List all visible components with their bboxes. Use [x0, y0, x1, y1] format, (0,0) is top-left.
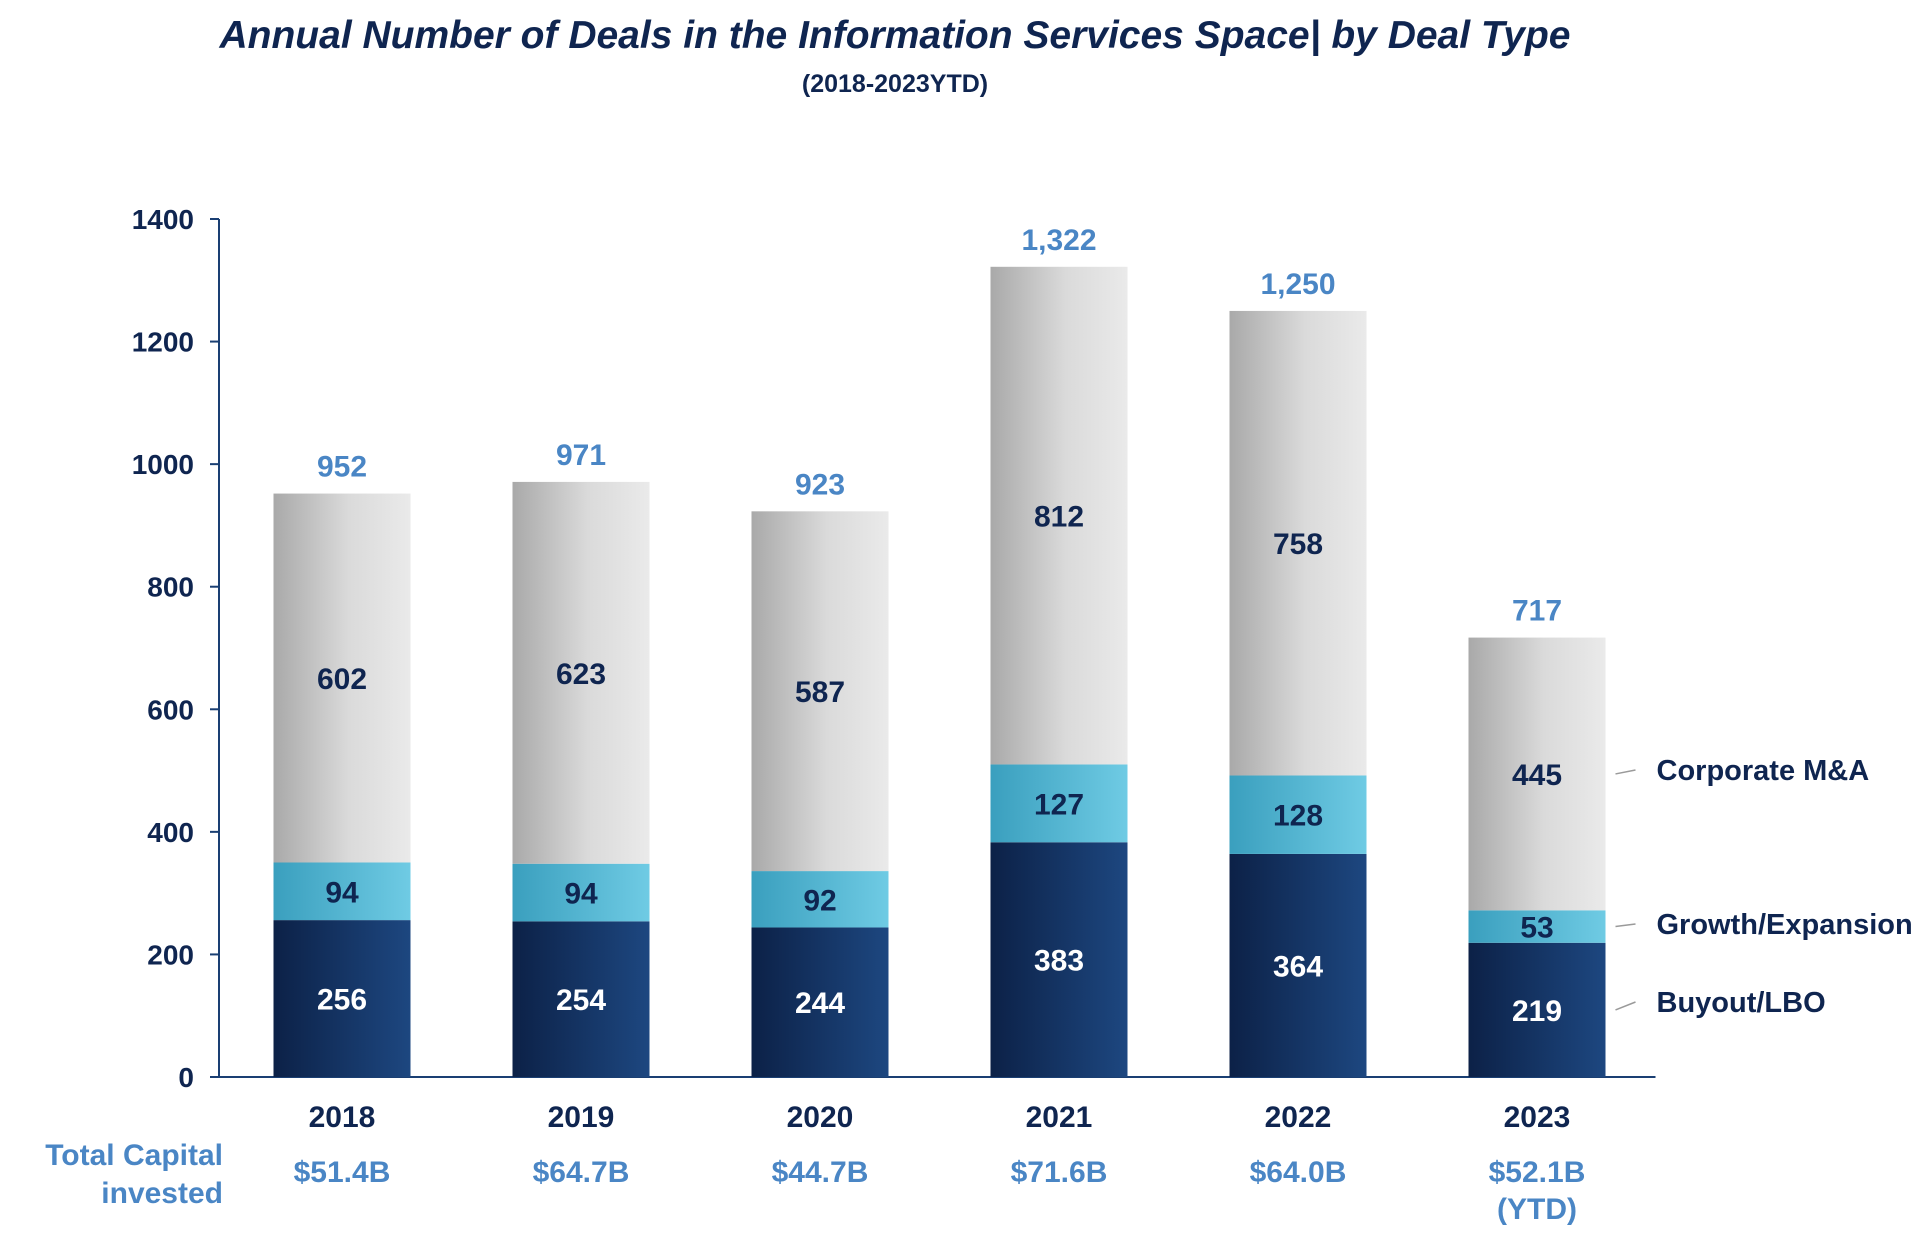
bar-segment: [512, 481, 650, 864]
total-label: 1,250: [1260, 268, 1335, 301]
chart-subtitle: (2018-2023YTD): [801, 70, 989, 98]
capital-row-label: invested: [101, 1177, 223, 1210]
bar-segment: [273, 862, 411, 921]
capital-value: $51.4B: [294, 1156, 391, 1189]
bar-segment: [990, 842, 1128, 1077]
data-label: 128: [1273, 800, 1323, 833]
total-label: 971: [556, 439, 606, 472]
legend-label: Corporate M&A: [1657, 755, 1870, 787]
legend-leader-line: [1615, 769, 1636, 775]
legend-leader-line: [1615, 923, 1636, 928]
bar-segment: [1229, 310, 1367, 776]
capital-row-label: Total Capital: [45, 1139, 223, 1172]
capital-value: $52.1B: [1489, 1156, 1586, 1189]
x-tick-label: 2022: [1265, 1101, 1332, 1134]
capital-value: $64.7B: [533, 1156, 630, 1189]
bar-segment: [512, 921, 650, 1077]
total-label: 717: [1512, 595, 1562, 628]
data-label: 602: [317, 663, 367, 696]
total-label: 1,322: [1021, 224, 1096, 257]
total-label: 952: [317, 451, 367, 484]
bar-segment: [1468, 637, 1606, 911]
data-label: 587: [795, 676, 845, 709]
legend-leader-line: [1615, 1001, 1636, 1011]
data-label: 94: [325, 876, 359, 909]
data-label: 127: [1034, 788, 1084, 821]
y-tick-label: 0: [178, 1062, 194, 1093]
legend-label: Buyout/LBO: [1657, 987, 1826, 1019]
bar-segment: [273, 920, 411, 1077]
data-label: 812: [1034, 501, 1084, 534]
y-tick-label: 1000: [132, 449, 194, 480]
y-tick-label: 800: [147, 572, 194, 603]
data-label: 244: [795, 987, 845, 1020]
bar-segment: [751, 511, 889, 872]
bar-segment: [1229, 853, 1367, 1077]
bar-segment: [1468, 942, 1606, 1077]
x-tick-label: 2018: [309, 1101, 376, 1134]
bar-segment: [751, 871, 889, 928]
legend-label: Growth/Expansion: [1657, 909, 1913, 941]
data-label: 445: [1512, 759, 1562, 792]
bar-segment: [990, 764, 1128, 843]
capital-value: $71.6B: [1011, 1156, 1108, 1189]
chart-title: Annual Number of Deals in the Informatio…: [219, 14, 1571, 57]
x-tick-label: 2019: [548, 1101, 615, 1134]
data-label: 92: [803, 884, 836, 917]
x-tick-label: 2023: [1504, 1101, 1571, 1134]
bar-segment: [1468, 910, 1606, 943]
x-tick-label: 2021: [1026, 1101, 1093, 1134]
x-tick-label: 2020: [787, 1101, 854, 1134]
bar-segment: [512, 863, 650, 922]
data-label: 94: [564, 878, 598, 911]
data-label: 256: [317, 984, 367, 1017]
data-label: 219: [1512, 995, 1562, 1028]
y-tick-label: 400: [147, 817, 194, 848]
bar-segment: [990, 266, 1128, 765]
y-tick-label: 1200: [132, 327, 194, 358]
data-label: 758: [1273, 528, 1323, 561]
capital-value: (YTD): [1497, 1193, 1577, 1226]
capital-value: $44.7B: [772, 1156, 869, 1189]
capital-value: $64.0B: [1250, 1156, 1347, 1189]
data-label: 254: [556, 984, 606, 1017]
y-tick-label: 200: [147, 939, 194, 970]
data-label: 53: [1520, 912, 1553, 945]
bar-segment: [1229, 775, 1367, 854]
y-tick-label: 1400: [132, 204, 194, 235]
data-label: 623: [556, 658, 606, 691]
bar-segment: [751, 927, 889, 1077]
y-tick-label: 600: [147, 694, 194, 725]
total-label: 923: [795, 468, 845, 501]
data-label: 383: [1034, 945, 1084, 978]
data-label: 364: [1273, 950, 1323, 983]
bar-segment: [273, 493, 411, 863]
